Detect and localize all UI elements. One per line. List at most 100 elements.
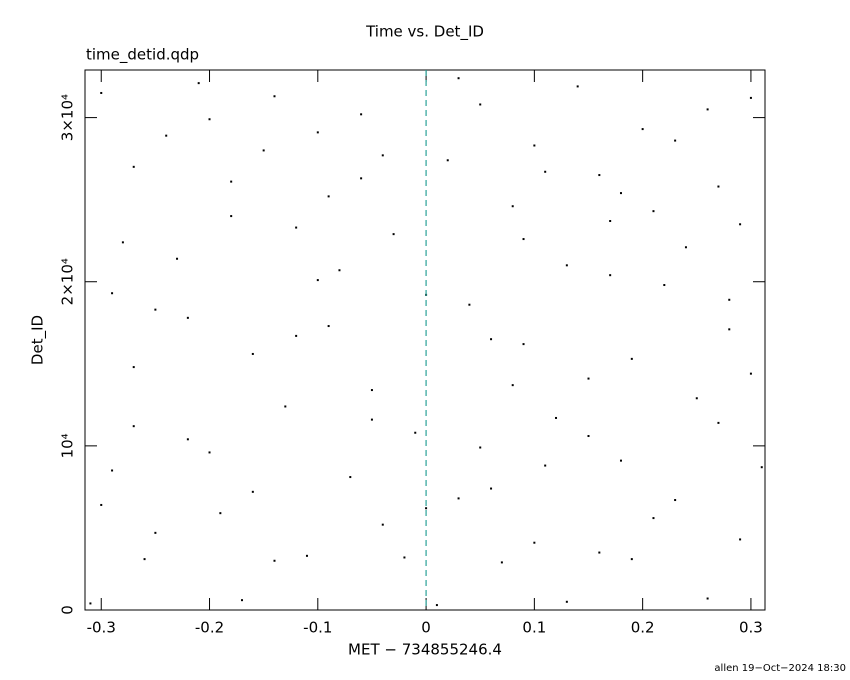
point xyxy=(490,338,493,341)
point xyxy=(316,279,319,282)
point xyxy=(576,85,579,88)
x-tick-label: 0.3 xyxy=(739,619,763,637)
point xyxy=(511,384,514,387)
point xyxy=(316,131,319,134)
point xyxy=(490,487,493,490)
point xyxy=(89,602,92,605)
point xyxy=(674,499,677,502)
x-axis-label: MET − 734855246.4 xyxy=(348,641,502,659)
point xyxy=(652,210,655,213)
point xyxy=(706,597,709,600)
chart-subtitle: time_detid.qdp xyxy=(86,46,199,65)
point xyxy=(132,165,135,168)
point xyxy=(111,292,114,295)
point xyxy=(728,298,731,301)
point xyxy=(262,149,265,152)
point xyxy=(381,154,384,157)
point xyxy=(749,96,752,99)
point xyxy=(533,541,536,544)
point xyxy=(522,343,525,346)
point xyxy=(641,128,644,131)
point xyxy=(208,118,211,121)
point xyxy=(457,77,460,80)
point xyxy=(208,451,211,454)
x-tick-label: -0.1 xyxy=(303,619,332,637)
point xyxy=(555,416,558,419)
point xyxy=(219,512,222,515)
point xyxy=(425,507,428,510)
point xyxy=(609,220,612,223)
point xyxy=(684,246,687,249)
point xyxy=(674,139,677,142)
point xyxy=(154,308,157,311)
point xyxy=(111,469,114,472)
point xyxy=(121,241,124,244)
point xyxy=(338,269,341,272)
point xyxy=(565,600,568,603)
point xyxy=(695,397,698,400)
point xyxy=(749,372,752,375)
point xyxy=(132,366,135,369)
point xyxy=(154,531,157,534)
point xyxy=(360,177,363,180)
point xyxy=(327,195,330,198)
point xyxy=(619,192,622,195)
point xyxy=(739,538,742,541)
point xyxy=(230,180,233,183)
footer: allen 19−Oct−2024 18:30 xyxy=(714,663,846,674)
plot-frame xyxy=(84,69,766,611)
point xyxy=(100,91,103,94)
y-tick-label: 10⁴ xyxy=(59,433,77,458)
point xyxy=(706,108,709,111)
point xyxy=(251,352,254,355)
point xyxy=(760,466,763,469)
point xyxy=(176,257,179,260)
point xyxy=(100,503,103,506)
point xyxy=(565,264,568,267)
point xyxy=(295,226,298,229)
point xyxy=(630,357,633,360)
y-tick-label: 0 xyxy=(59,605,77,615)
point xyxy=(500,561,503,564)
point xyxy=(479,103,482,106)
point xyxy=(349,476,352,479)
point xyxy=(522,238,525,241)
y-tick-label: 3×10⁴ xyxy=(59,94,77,141)
point xyxy=(630,558,633,561)
point xyxy=(165,134,168,137)
x-tick-label: 0.2 xyxy=(631,619,655,637)
point xyxy=(132,425,135,428)
point xyxy=(717,421,720,424)
point xyxy=(186,316,189,319)
point xyxy=(598,551,601,554)
point xyxy=(143,558,146,561)
x-tick-label: 0 xyxy=(421,619,431,637)
point xyxy=(360,113,363,116)
point xyxy=(241,599,244,602)
point xyxy=(414,431,417,434)
point xyxy=(544,464,547,467)
point xyxy=(619,459,622,462)
point xyxy=(511,205,514,208)
point xyxy=(457,497,460,500)
point xyxy=(392,233,395,236)
y-axis-label: Det_ID xyxy=(29,315,48,365)
point xyxy=(479,446,482,449)
point xyxy=(186,438,189,441)
point xyxy=(728,328,731,331)
point xyxy=(587,435,590,438)
point xyxy=(609,274,612,277)
point xyxy=(327,325,330,328)
x-tick-label: -0.2 xyxy=(195,619,224,637)
point xyxy=(717,185,720,188)
point xyxy=(598,174,601,177)
point xyxy=(273,559,276,562)
point xyxy=(197,82,200,85)
point xyxy=(587,377,590,380)
point xyxy=(284,405,287,408)
point xyxy=(273,95,276,98)
point xyxy=(370,418,373,421)
point xyxy=(370,389,373,392)
